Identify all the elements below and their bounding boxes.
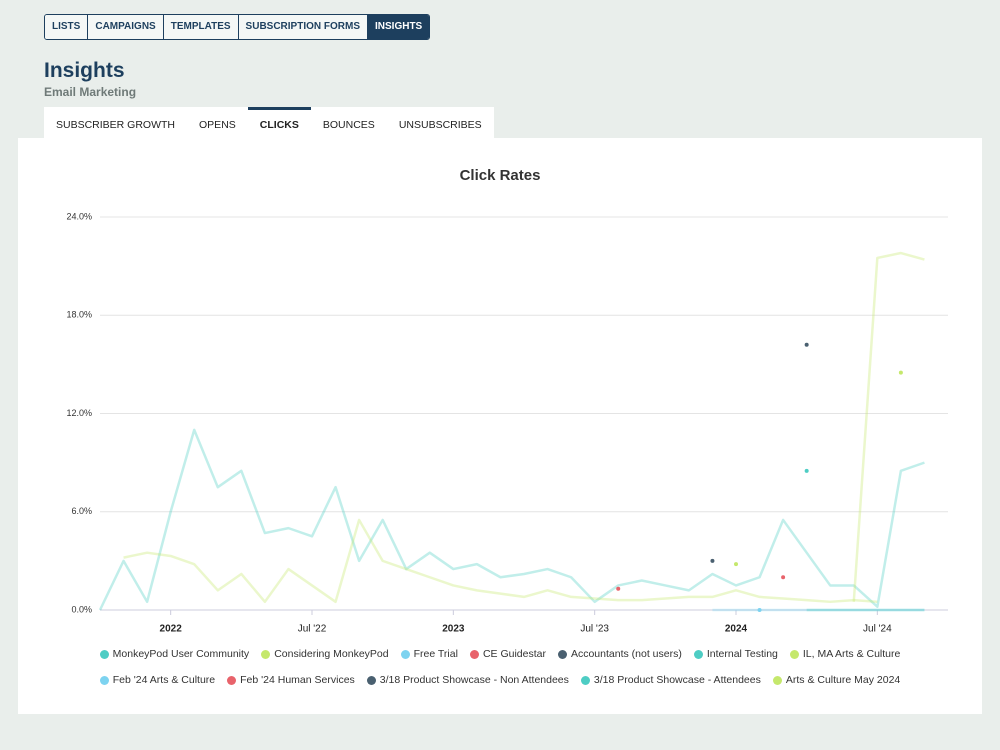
legend-item[interactable]: Accountants (not users) <box>557 646 682 662</box>
data-point <box>898 370 903 375</box>
legend-label: Feb '24 Arts & Culture <box>112 674 216 686</box>
legend-label: CE Guidestar <box>482 648 546 660</box>
legend-swatch <box>693 649 703 659</box>
legend-swatch <box>400 649 410 659</box>
x-tick-label: Jul '24 <box>863 624 892 635</box>
legend-swatch <box>99 675 109 685</box>
legend-item[interactable]: Free Trial <box>400 646 458 662</box>
nav-button[interactable]: SUBSCRIPTION FORMS <box>238 15 368 39</box>
y-tick-label: 6.0% <box>71 506 92 516</box>
legend-label: 3/18 Product Showcase - Attendees <box>593 674 761 686</box>
legend-item[interactable]: 3/18 Product Showcase - Non Attendees <box>366 672 569 688</box>
legend-label: IL, MA Arts & Culture <box>802 648 901 660</box>
top-nav: LISTS CAMPAIGNS TEMPLATES SUBSCRIPTION FORM… <box>44 14 431 40</box>
x-tick-label: Jul '22 <box>298 624 327 635</box>
legend-swatch <box>772 675 782 685</box>
legend-swatch <box>366 675 376 685</box>
series-line <box>852 251 925 602</box>
data-point <box>804 468 809 473</box>
legend-item[interactable]: Internal Testing <box>693 646 778 662</box>
legend-item[interactable]: Feb '24 Human Services <box>227 672 355 688</box>
legend-label: MonkeyPod User Community <box>112 648 250 660</box>
legend-swatch <box>789 649 799 659</box>
legend-swatch <box>99 649 109 659</box>
legend-item[interactable]: IL, MA Arts & Culture <box>789 646 901 662</box>
legend-label: 3/18 Product Showcase - Non Attendees <box>379 674 569 686</box>
chart-title: Click Rates <box>460 167 541 184</box>
legend: MonkeyPod User Community Considering Monk… <box>60 646 940 688</box>
legend-swatch <box>469 649 479 659</box>
legend-label: Arts & Culture May 2024 <box>785 674 901 686</box>
series-line <box>123 518 878 604</box>
data-point <box>804 342 809 347</box>
data-point <box>781 575 786 580</box>
legend-swatch <box>227 675 237 685</box>
legend-swatch <box>557 649 567 659</box>
tab[interactable]: CLICKS <box>247 107 311 138</box>
y-tick-label: 0.0% <box>71 604 92 614</box>
data-point <box>616 586 621 591</box>
legend-item[interactable]: 3/18 Product Showcase - Attendees <box>580 672 761 688</box>
legend-swatch <box>580 675 590 685</box>
legend-label: Free Trial <box>413 648 458 660</box>
legend-item[interactable]: Considering MonkeyPod <box>261 646 389 662</box>
data-point <box>734 562 738 567</box>
y-tick-label: 18.0% <box>66 310 92 320</box>
tab[interactable]: BOUNCES <box>322 119 375 131</box>
legend-item[interactable]: Feb '24 Arts & Culture <box>99 672 216 688</box>
legend-label: Considering MonkeyPod <box>274 648 389 660</box>
y-tick-label: 24.0% <box>66 211 92 221</box>
legend-label: Internal Testing <box>706 648 778 660</box>
tab-bar: SUBSCRIBER GROWTH OPENS CLICKS BOUNCES UNSUB… <box>44 107 494 138</box>
legend-label: Accountants (not users) <box>570 648 682 660</box>
tab[interactable]: SUBSCRIBER GROWTH <box>56 119 176 131</box>
tab[interactable]: OPENS <box>199 119 236 131</box>
page-title: Insights <box>44 59 125 82</box>
legend-swatch <box>261 649 271 659</box>
data-point <box>710 558 715 563</box>
x-tick-label: 2024 <box>725 624 748 635</box>
tab[interactable]: UNSUBSCRIBES <box>398 119 482 131</box>
nav-button[interactable]: LISTS <box>45 15 89 39</box>
series-line <box>98 428 925 611</box>
x-tick-label: 2023 <box>442 624 465 635</box>
x-tick-label: 2022 <box>160 624 183 635</box>
legend-label: Feb '24 Human Services <box>240 674 355 686</box>
legend-item[interactable]: Arts & Culture May 2024 <box>772 672 901 688</box>
x-tick-label: Jul '23 <box>580 624 609 635</box>
data-point <box>757 608 762 612</box>
legend-item[interactable]: MonkeyPod User Community <box>99 646 250 662</box>
page-subtitle: Email Marketing <box>44 85 137 99</box>
nav-button[interactable]: TEMPLATES <box>163 15 239 39</box>
nav-button[interactable]: INSIGHTS <box>368 15 430 39</box>
legend-item[interactable]: CE Guidestar <box>469 646 546 662</box>
chart-panel <box>18 138 982 714</box>
nav-button[interactable]: CAMPAIGNS <box>88 15 164 39</box>
y-tick-label: 12.0% <box>66 408 92 418</box>
